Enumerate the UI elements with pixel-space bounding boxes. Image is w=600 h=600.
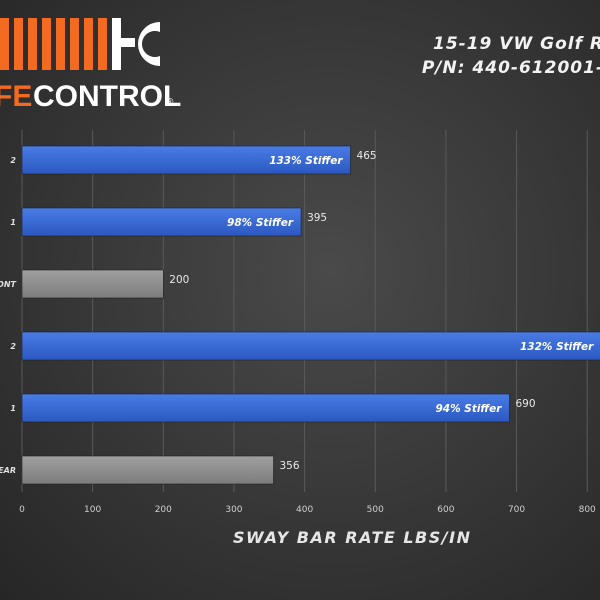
bar-annotation: 98% Stiffer bbox=[227, 217, 294, 229]
y-category-label: 1 bbox=[10, 404, 16, 413]
chart-title: 15-19 VW Golf R bbox=[433, 34, 600, 54]
x-tick-label: 400 bbox=[296, 505, 313, 515]
logo-text-orange: FE bbox=[0, 80, 32, 113]
y-category-label: ONT bbox=[0, 280, 17, 289]
y-category-label: 2 bbox=[10, 342, 16, 351]
x-tick-label: 0 bbox=[19, 505, 25, 515]
x-tick-label: 200 bbox=[155, 505, 172, 515]
data-label: 690 bbox=[515, 398, 535, 410]
data-label: 465 bbox=[357, 150, 377, 162]
data-label: 395 bbox=[307, 212, 327, 224]
y-category-label: EAR bbox=[0, 466, 16, 475]
bar bbox=[21, 207, 302, 237]
bar bbox=[21, 393, 510, 423]
x-tick-label: 100 bbox=[84, 505, 101, 515]
x-axis-title: SWAY BAR RATE LBS/IN bbox=[233, 528, 472, 547]
bar bbox=[21, 455, 274, 485]
registered-mark: ® bbox=[166, 97, 174, 108]
bar-annotation: 94% Stiffer bbox=[435, 403, 502, 415]
brand-logo: FE CONTROL ® bbox=[0, 0, 200, 120]
data-label: 200 bbox=[169, 274, 189, 286]
bar bbox=[21, 269, 164, 299]
x-tick-label: 300 bbox=[225, 505, 242, 515]
x-tick-label: 600 bbox=[437, 505, 454, 515]
bar-annotation: 132% Stiffer bbox=[520, 341, 594, 353]
x-tick-label: 500 bbox=[367, 505, 384, 515]
y-category-label: 1 bbox=[10, 218, 16, 227]
logo-text-white: CONTROL bbox=[33, 80, 181, 113]
x-tick-label: 800 bbox=[579, 505, 596, 515]
bar-annotation: 133% Stiffer bbox=[269, 155, 343, 167]
logo-mark bbox=[0, 18, 107, 70]
bar bbox=[21, 145, 351, 175]
x-tick-label: 700 bbox=[508, 505, 525, 515]
y-category-label: 2 bbox=[10, 156, 16, 165]
data-label: 356 bbox=[280, 460, 300, 472]
bar bbox=[21, 331, 600, 361]
part-number: P/N: 440-612001- bbox=[421, 58, 600, 78]
